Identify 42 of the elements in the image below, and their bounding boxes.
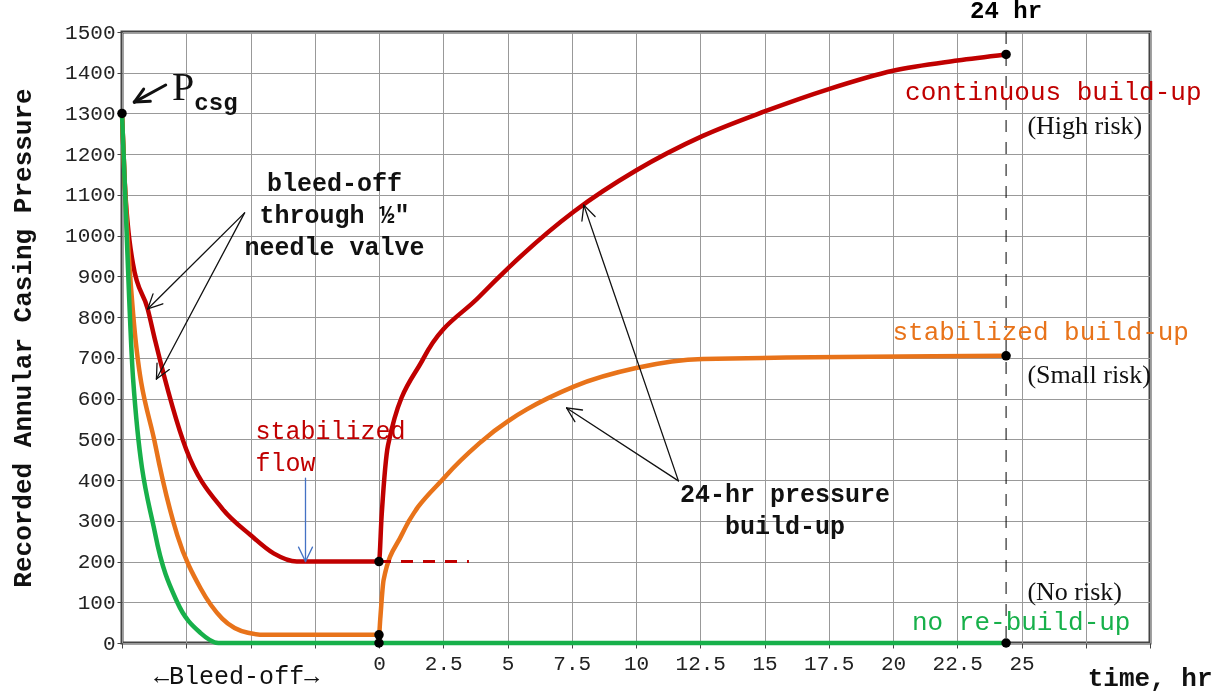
annotation: (No risk) (1027, 576, 1122, 606)
annotation: bleed-off through ½″ needle valve (244, 169, 425, 263)
point (1001, 638, 1011, 648)
y-tick-label: 1000 (65, 225, 116, 249)
point (374, 630, 384, 640)
y-tick-label: 100 (77, 591, 116, 615)
y-tick-label: 200 (77, 551, 116, 575)
y-tick-label: 800 (77, 306, 116, 330)
x-tick-label: 12.5 (675, 652, 726, 676)
annotation: (High risk) (1027, 110, 1143, 140)
y-tick-label: 1300 (65, 102, 116, 126)
x-tick-label: 5 (501, 652, 515, 676)
point (1001, 351, 1011, 361)
y-tick-label: 0 (102, 632, 116, 656)
ref-line-label: 24 hr (970, 0, 1043, 25)
y-tick-label: 300 (77, 510, 116, 534)
text: ←Bleed-off→ (154, 662, 320, 692)
y-tick-label: 600 (77, 388, 116, 412)
y-tick-label: 400 (77, 469, 116, 493)
y-tick-label: 500 (77, 428, 116, 452)
y-tick-label: 1500 (65, 21, 116, 45)
x-tick-label: 2.5 (424, 652, 463, 676)
point (117, 108, 127, 119)
x-tick-label: 15 (752, 652, 778, 676)
y-tick-label: 900 (77, 265, 116, 289)
y-tick-label: 1200 (65, 143, 116, 167)
point (374, 638, 384, 648)
x-tick-label: 10 (623, 652, 650, 676)
y-tick-label: 700 (77, 347, 116, 371)
x-tick-label: 25 (1009, 652, 1035, 676)
y-tick-label: 1400 (65, 62, 116, 86)
point (374, 556, 384, 567)
x-tick-label: 17.5 (804, 652, 855, 676)
y-axis-title: Recorded Annular Casing Pressure (8, 88, 39, 588)
annotation: 24-hr pressure build-up (680, 481, 891, 543)
x-tick-label: 0 (373, 652, 386, 676)
y-tick-label: 1100 (65, 184, 116, 208)
x-tick-label: 20 (880, 652, 907, 676)
x-tick-label: 22.5 (932, 652, 983, 676)
x-axis-title: time, hr (1087, 663, 1213, 694)
x-tick-label: 7.5 (553, 652, 592, 676)
annotation: no re-build-up (912, 607, 1131, 638)
